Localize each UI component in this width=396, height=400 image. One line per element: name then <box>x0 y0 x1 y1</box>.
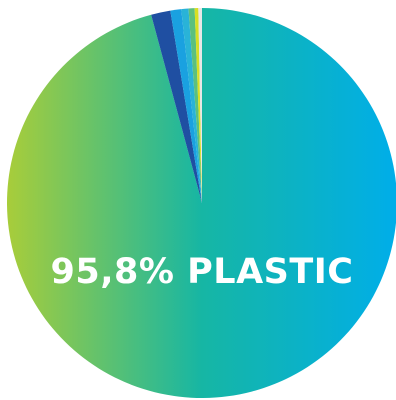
pie-slice-4 <box>181 8 202 203</box>
pie-slices <box>7 7 396 398</box>
pie-slice-2 <box>151 10 202 203</box>
pie-slice-1 <box>7 8 396 398</box>
pie-slice-5 <box>188 8 202 204</box>
pie-slice-7 <box>198 7 202 204</box>
plastic-share-label: 95,8% PLASTIC <box>50 252 354 292</box>
pie-slice-6 <box>194 8 202 204</box>
pie-slice-3 <box>170 9 202 203</box>
